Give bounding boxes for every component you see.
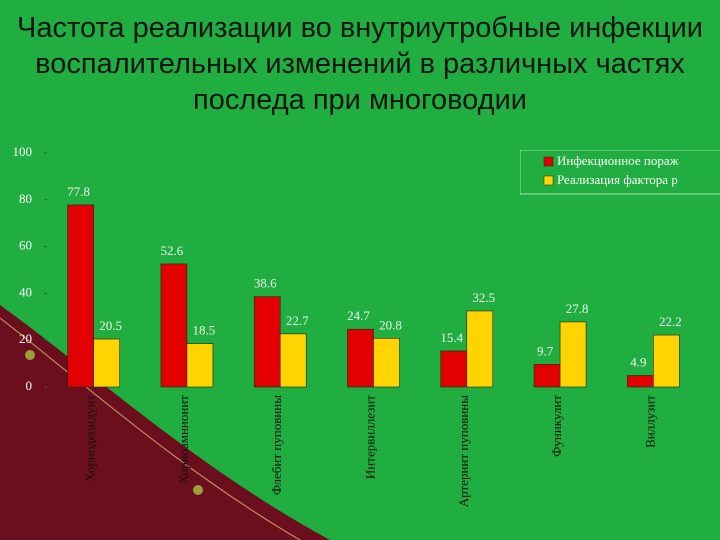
bar [653,334,680,388]
x-tick-label: Флебит пуповины [269,395,284,495]
bar [627,375,654,388]
decoration [0,305,330,540]
x-tick-label: Хориодецидуит [83,395,98,482]
x-tick-label: Интервиллезит [362,395,377,479]
value-label: 77.8 [67,184,90,199]
bar [347,328,374,388]
y-tick-label: 100 [13,144,33,159]
value-label: 20.8 [379,317,402,332]
value-label: 32.5 [472,290,495,305]
legend-label: Реализация фактора р [557,172,678,187]
legend-swatch [543,175,554,186]
x-tick-label: Фуникулит [549,395,564,457]
y-tick-label: 20 [19,331,32,346]
value-label: 20.5 [99,318,122,333]
decoration-dot [193,485,203,495]
decoration-dot [25,350,35,360]
y-tick-label: 0 [26,378,33,393]
legend-label: Инфекционное пораж [557,153,680,168]
bar [253,296,281,388]
bar [559,321,587,388]
value-label: 22.2 [659,314,682,329]
chart-title: Частота реализации во внутриутробные инф… [17,12,703,116]
legend-items: Инфекционное пораж Реализация фактора р [520,150,720,195]
x-tick-label: Виллузит [642,395,657,448]
value-label: 52.6 [161,243,184,258]
bar [466,310,494,388]
legend: Инфекционное пораж Реализация фактора р [520,150,720,195]
decoration-line [0,317,301,540]
value-label: 9.7 [537,343,554,358]
bar [533,364,561,388]
bar [440,350,468,388]
value-label: 24.7 [347,308,370,323]
legend-swatch [543,156,554,167]
value-label: 15.4 [440,330,463,345]
x-tick-label: Хориоамнионит [176,395,191,484]
value-label: 38.6 [254,276,277,291]
bar [279,333,307,388]
y-tick-label: 80 [19,191,32,206]
x-tick-label: Артериит пуповины [456,395,471,507]
bar [186,343,214,388]
value-label: 4.9 [630,355,646,370]
value-label: 27.8 [566,301,589,316]
value-label: 18.5 [193,323,216,338]
bar [373,338,400,388]
bar [160,263,188,388]
y-tick-label: 60 [19,238,32,253]
y-tick-label: 40 [19,284,32,299]
bar [67,204,94,388]
value-label: 22.7 [286,313,309,328]
plot: 0 20 40 60 80 100 77.8 20.5 Хориодецидуит 52.6 18.… [13,144,682,507]
legend-box [520,150,720,195]
bar [93,338,120,388]
